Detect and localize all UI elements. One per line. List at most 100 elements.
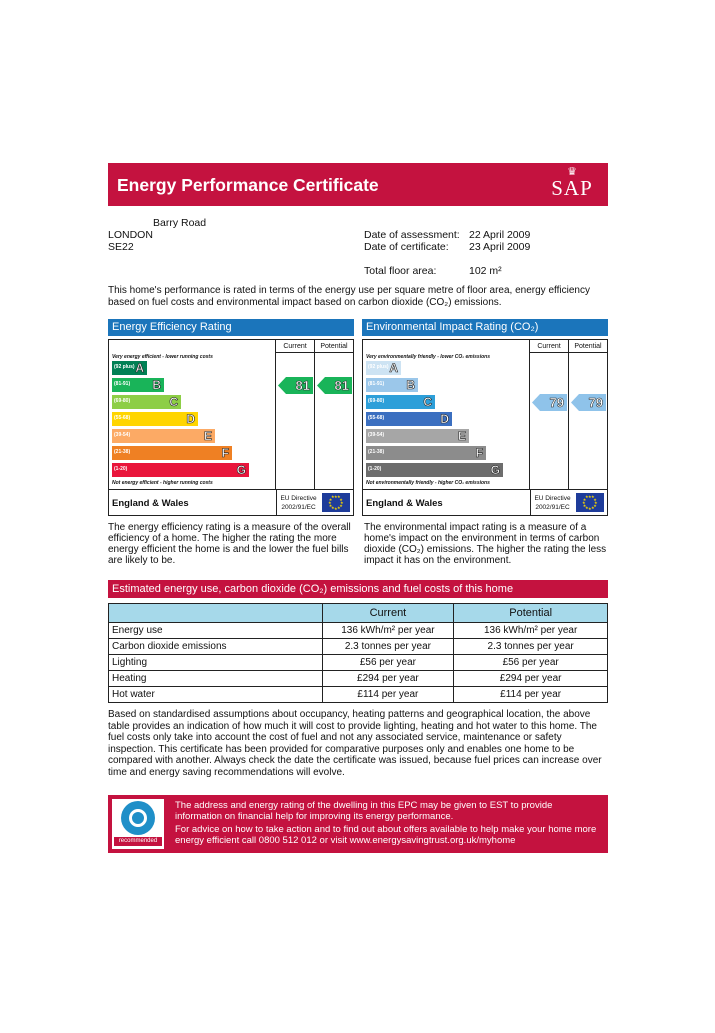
efficiency-eu-directive: EU Directive 2002/91/EC: [276, 490, 320, 516]
energy-saving-recommended-logo: recommended: [112, 799, 164, 849]
efficiency-region: England & Wales: [112, 498, 189, 509]
table-header-current: Current: [321, 603, 455, 623]
energy-saving-trust-box: recommended The address and energy ratin…: [108, 795, 608, 853]
environmental-potential-value: 79: [588, 395, 603, 411]
band-range-label: (81-91): [368, 381, 385, 387]
band-letter: G: [490, 463, 500, 478]
rating-band-c: (69-80) C: [366, 395, 435, 409]
table-row: Hot water £114 per year £114 per year: [108, 686, 608, 703]
efficiency-potential-value: 81: [334, 378, 349, 394]
rating-band-b: (81-91) B: [112, 378, 164, 392]
band-letter: E: [457, 429, 467, 444]
band-range-label: (1-20): [368, 466, 382, 472]
rating-band-a: (92 plus) A: [366, 361, 401, 375]
sap-logo: ♛ SAP: [542, 167, 602, 203]
rating-band-d: (55-68) D: [112, 412, 198, 426]
certificate-date-value: 23 April 2009: [469, 241, 531, 253]
current-value: 136 kWh/m² per year: [321, 622, 455, 639]
band-letter: C: [423, 395, 432, 410]
est-advice-text: For advice on how to take action and to …: [175, 824, 597, 846]
table-row: Energy use 136 kWh/m² per year 136 kWh/m² …: [108, 622, 608, 639]
table-header-potential: Potential: [453, 603, 608, 623]
environmental-top-note: Very environmentally friendly - lower CO…: [366, 354, 490, 360]
address-postcode: SE22: [108, 241, 134, 253]
rating-band-e: (39-54) E: [366, 429, 469, 443]
band-range-label: (81-91): [114, 381, 131, 387]
potential-value: 2.3 tonnes per year: [453, 638, 608, 655]
band-range-label: (1-20): [114, 466, 128, 472]
current-value: £56 per year: [321, 654, 455, 671]
band-letter: E: [203, 429, 213, 444]
efficiency-potential-arrow: 81: [317, 377, 352, 394]
band-range-label: (92 plus): [368, 364, 389, 370]
environmental-current-value: 79: [549, 395, 564, 411]
band-letter: B: [152, 378, 161, 393]
table-header-blank: [108, 603, 323, 623]
efficiency-bottom-note: Not energy efficient - higher running co…: [112, 480, 213, 486]
row-label: Energy use: [108, 622, 323, 639]
band-letter: D: [440, 412, 449, 427]
certificate-header: Energy Performance Certificate ♛ SAP: [108, 163, 608, 206]
floor-area-label: Total floor area:: [364, 265, 437, 277]
assessment-date-label: Date of assessment:: [364, 229, 460, 241]
efficiency-header: Energy Efficiency Rating: [108, 319, 354, 336]
potential-value: £294 per year: [453, 670, 608, 687]
rating-band-f: (21-38) F: [366, 446, 486, 460]
address-street: Barry Road: [153, 217, 207, 229]
efficiency-potential-header: Potential: [314, 340, 353, 353]
row-label: Heating: [108, 670, 323, 687]
certificate-date-label: Date of certificate:: [364, 241, 449, 253]
environmental-bottom-note: Not environmentally friendly - higher CO…: [366, 480, 490, 486]
eu-flag-icon: ★ ★ ★ ★ ★ ★ ★ ★ ★ ★ ★ ★: [576, 493, 604, 512]
band-range-label: (55-68): [114, 415, 131, 421]
address-city: LONDON: [108, 229, 153, 241]
efficiency-chart: Current Potential Very energy efficient …: [108, 339, 354, 516]
rating-band-e: (39-54) E: [112, 429, 215, 443]
eu-flag-icon: ★ ★ ★ ★ ★ ★ ★ ★ ★ ★ ★ ★: [322, 493, 350, 512]
current-value: 2.3 tonnes per year: [321, 638, 455, 655]
environmental-potential-arrow: 79: [571, 394, 606, 411]
band-range-label: (39-54): [114, 432, 131, 438]
rating-band-f: (21-38) F: [112, 446, 232, 460]
environmental-eu-directive: EU Directive 2002/91/EC: [530, 490, 574, 516]
band-letter: D: [186, 412, 195, 427]
rating-band-a: (92 plus) A: [112, 361, 147, 375]
assessment-date-value: 22 April 2009: [469, 229, 531, 241]
energy-efficiency-rating: Energy Efficiency Rating Current Potenti…: [108, 319, 354, 516]
efficiency-explanation: The energy efficiency rating is a measur…: [108, 522, 351, 566]
band-letter: A: [135, 361, 144, 376]
row-label: Hot water: [108, 686, 323, 703]
est-info-text: The address and energy rating of the dwe…: [175, 800, 553, 822]
intro-text: This home's performance is rated in term…: [108, 285, 590, 308]
rating-band-b: (81-91) B: [366, 378, 418, 392]
band-letter: G: [236, 463, 246, 478]
potential-value: £56 per year: [453, 654, 608, 671]
row-label: Carbon dioxide emissions: [108, 638, 323, 655]
band-letter: C: [169, 395, 178, 410]
estimated-costs-table: Current Potential Energy use 136 kWh/m² p…: [108, 603, 608, 703]
efficiency-current-value: 81: [295, 378, 310, 394]
current-value: £294 per year: [321, 670, 455, 687]
efficiency-current-header: Current: [275, 340, 314, 353]
crown-icon: ♛: [567, 166, 577, 178]
band-letter: A: [389, 361, 398, 376]
band-letter: F: [221, 446, 229, 461]
environmental-chart: Current Potential Very environmentally f…: [362, 339, 608, 516]
band-letter: F: [475, 446, 483, 461]
row-label: Lighting: [108, 654, 323, 671]
table-row: Carbon dioxide emissions 2.3 tonnes per y…: [108, 638, 608, 655]
sap-logo-text: SAP: [551, 176, 593, 200]
band-range-label: (39-54): [368, 432, 385, 438]
efficiency-top-note: Very energy efficient - lower running co…: [112, 354, 213, 360]
rating-band-g: (1-20) G: [366, 463, 503, 477]
environmental-potential-header: Potential: [568, 340, 607, 353]
current-value: £114 per year: [321, 686, 455, 703]
environmental-current-arrow: 79: [532, 394, 567, 411]
estimated-costs-header: Estimated energy use, carbon dioxide (CO…: [108, 580, 608, 598]
band-range-label: (69-80): [368, 398, 385, 404]
rating-band-c: (69-80) C: [112, 395, 181, 409]
table-row: Heating £294 per year £294 per year: [108, 670, 608, 687]
band-range-label: (92 plus): [114, 364, 135, 370]
swirl-icon: [121, 801, 155, 835]
environmental-header: Environmental Impact Rating (CO₂): [362, 319, 608, 336]
